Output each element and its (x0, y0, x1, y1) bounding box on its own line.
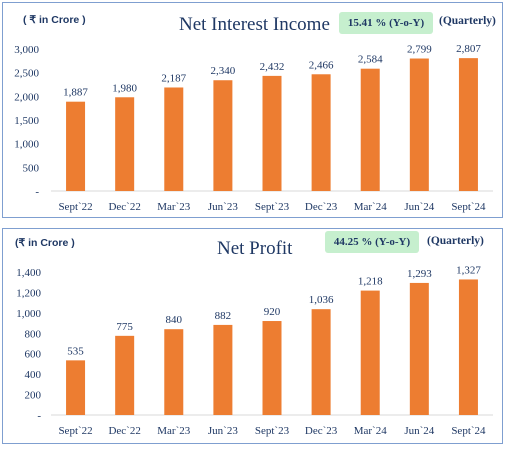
np-y-tick-label: - (37, 410, 41, 422)
nii-bar (360, 68, 380, 191)
np-bar (66, 360, 86, 415)
np-y-tick-label: 400 (25, 369, 42, 381)
nii-y-tick-label: 1,500 (14, 115, 39, 127)
np-bar (262, 321, 282, 415)
nii-x-tick-label: Mar`23 (157, 201, 190, 213)
nii-bar-value-label: 2,584 (358, 54, 383, 66)
np-x-tick-label: Sept`23 (255, 425, 290, 437)
nii-bar-value-label: 2,466 (309, 59, 334, 71)
np-bar (360, 290, 380, 415)
nii-x-tick-label: Dec`22 (108, 201, 140, 213)
nii-x-tick-label: Sept`22 (58, 201, 92, 213)
nii-period-label: (Quarterly) (439, 15, 496, 27)
np-y-tick-label: 1,000 (16, 308, 41, 320)
nii-x-tick-label: Dec`23 (305, 201, 338, 213)
np-y-tick-label: 200 (25, 390, 42, 402)
np-bar-chart: - 200 400 600 800 1,000 1,200 1,400 535 Sept`22 77… (16, 264, 493, 437)
nii-y-tick-label: 2,000 (14, 91, 39, 103)
np-y-tick-label: 600 (25, 349, 42, 361)
nii-bar (213, 80, 233, 191)
nii-x-tick-label: Sept`24 (451, 201, 486, 213)
nii-x-tick-label: Sept`23 (255, 201, 290, 213)
np-x-tick-label: Sept`22 (58, 425, 92, 437)
np-x-tick-label: Jun`23 (208, 425, 238, 437)
np-bar (213, 324, 233, 415)
nii-bar (164, 87, 184, 191)
np-x-tick-label: Jun`24 (404, 425, 434, 437)
np-bar-value-label: 1,036 (309, 294, 334, 306)
nii-x-tick-label: Mar`24 (354, 201, 387, 213)
np-bar (311, 309, 331, 415)
np-growth-badge: 44.25 % (Y-o-Y) (325, 231, 419, 253)
np-x-tick-label: Mar`23 (157, 425, 190, 437)
np-bar-value-label: 535 (67, 345, 84, 357)
nii-y-tick-label: 2,500 (14, 68, 39, 80)
np-x-tick-label: Dec`22 (108, 425, 140, 437)
nii-unit-label: ( ₹ in Crore ) (23, 14, 86, 26)
nii-bar-value-label: 2,799 (407, 44, 432, 56)
nii-y-tick-label: - (35, 186, 39, 198)
nii-chart-title: Net Interest Income (179, 14, 330, 35)
np-y-tick-label: 1,400 (16, 267, 41, 279)
nii-bar (409, 58, 429, 191)
np-bar-value-label: 840 (166, 314, 183, 326)
np-y-tick-label: 1,200 (16, 287, 41, 299)
nii-x-tick-label: Jun`23 (208, 201, 238, 213)
nii-bar (458, 58, 478, 192)
np-bar (164, 329, 184, 415)
np-x-tick-label: Sept`24 (451, 425, 486, 437)
nii-bar (66, 101, 86, 191)
np-x-tick-label: Dec`23 (305, 425, 338, 437)
nii-bar-value-label: 2,187 (161, 72, 186, 84)
np-x-tick-label: Mar`24 (354, 425, 387, 437)
np-bar (409, 282, 429, 415)
nii-bar-chart: - 500 1,000 1,500 2,000 2,500 3,000 1,887 Sept`2… (14, 43, 493, 213)
np-unit-label: (₹ in Crore ) (15, 237, 75, 249)
np-bar-value-label: 1,327 (456, 264, 481, 276)
nii-bar-value-label: 2,432 (260, 61, 285, 73)
np-bar (115, 335, 135, 415)
nii-x-tick-label: Jun`24 (404, 201, 434, 213)
nii-y-tick-label: 3,000 (14, 44, 39, 56)
np-bar-value-label: 775 (116, 321, 133, 333)
np-bar-value-label: 1,293 (407, 268, 432, 280)
nii-chart-panel: ( ₹ in Crore ) Net Interest Income 15.41… (2, 2, 503, 218)
nii-bar-value-label: 1,887 (63, 87, 88, 99)
nii-bar-value-label: 2,807 (456, 43, 481, 55)
nii-y-tick-label: 1,000 (14, 139, 39, 151)
nii-bar-value-label: 1,980 (112, 82, 137, 94)
nii-bar (115, 97, 135, 191)
nii-bar (311, 74, 331, 191)
np-bar (458, 279, 478, 415)
np-bar-value-label: 1,218 (358, 276, 383, 288)
np-bar-value-label: 882 (215, 310, 232, 322)
nii-growth-badge: 15.41 % (Y-o-Y) (339, 12, 433, 34)
np-chart-panel: (₹ in Crore ) Net Profit 44.25 % (Y-o-Y)… (2, 228, 503, 444)
np-bar-value-label: 920 (264, 306, 281, 318)
nii-bar-value-label: 2,340 (211, 65, 236, 77)
np-y-tick-label: 800 (25, 328, 42, 340)
np-period-label: (Quarterly) (427, 235, 484, 247)
np-chart-title: Net Profit (217, 238, 293, 259)
nii-bar (262, 75, 282, 191)
nii-y-tick-label: 500 (23, 162, 40, 174)
